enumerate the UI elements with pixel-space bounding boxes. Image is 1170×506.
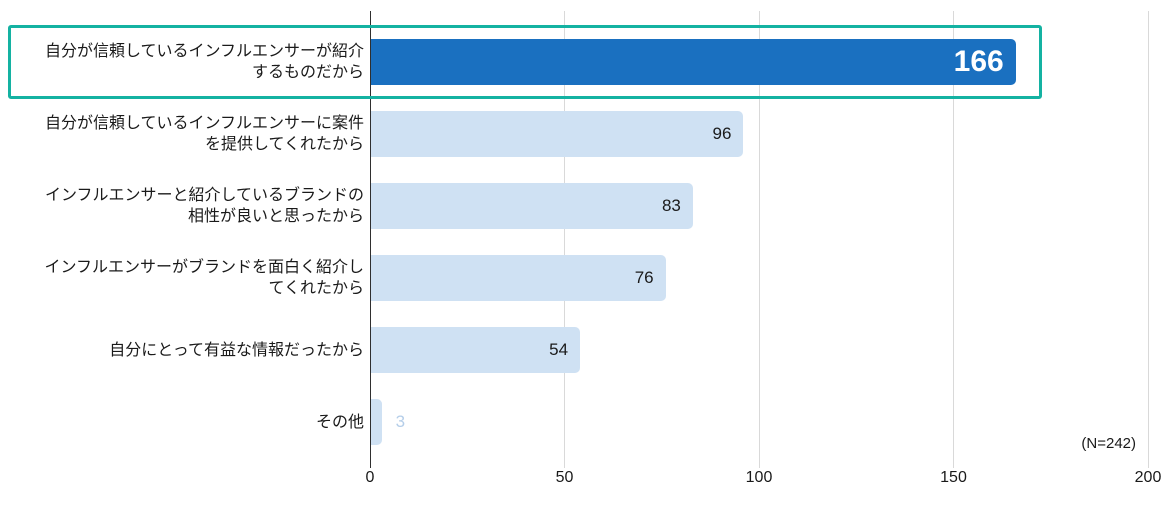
bar-track: 83 (370, 183, 1148, 229)
chart-row: インフルエンサーがブランドを面白く紹介し てくれたから 76 (0, 242, 1148, 314)
value-label: 3 (395, 412, 406, 431)
bar: 166 (370, 39, 1016, 85)
bar-track: 3 (370, 399, 1148, 445)
bar-track: 166 (370, 39, 1148, 85)
x-tick-label: 50 (555, 469, 574, 486)
bars-layer: 自分が信頼しているインフルエンサーが紹介 するものだから 166 自分が信頼している… (0, 26, 1148, 458)
gridline (953, 11, 954, 468)
sample-size-note: (N=242) (1081, 435, 1136, 452)
chart-row: その他 3 (0, 386, 1148, 458)
x-tick-label: 200 (1134, 469, 1162, 486)
value-label: 166 (953, 45, 1004, 78)
category-label: 自分が信頼しているインフルエンサーが紹介 するものだから (44, 43, 364, 81)
bar: 96 (370, 111, 744, 157)
bar: 76 (370, 255, 666, 301)
chart-row: インフルエンサーと紹介しているブランドの 相性が良いと思ったから 83 (0, 170, 1148, 242)
category-label: インフルエンサーがブランドを面白く紹介し てくれたから (44, 259, 364, 297)
bar: 83 (370, 183, 693, 229)
chart-row: 自分が信頼しているインフルエンサーに案件 を提供してくれたから 96 (0, 98, 1148, 170)
gridline (1147, 11, 1149, 468)
value-label: 83 (661, 196, 681, 215)
chart-row: 自分が信頼しているインフルエンサーが紹介 するものだから 166 (0, 26, 1148, 98)
bar-track: 54 (370, 327, 1148, 373)
gridline (758, 11, 760, 468)
gridline (564, 11, 565, 468)
category-label: その他 (315, 413, 364, 431)
value-label: 96 (712, 124, 732, 143)
x-tick-label: 100 (745, 469, 773, 486)
category-label: 自分が信頼しているインフルエンサーに案件 を提供してくれたから (44, 115, 364, 153)
category-label: 自分にとって有益な情報だったから (109, 341, 364, 359)
value-label: 76 (634, 268, 654, 287)
x-tick-label: 0 (365, 469, 375, 486)
y-axis-line (369, 11, 371, 468)
chart-row: 自分にとって有益な情報だったから 54 (0, 314, 1148, 386)
value-label: 54 (549, 340, 569, 359)
bar (370, 399, 382, 445)
bar-track: 96 (370, 111, 1148, 157)
category-label: インフルエンサーと紹介しているブランドの 相性が良いと思ったから (44, 187, 364, 225)
x-tick-label: 150 (940, 469, 967, 486)
bar-track: 76 (370, 255, 1148, 301)
bar: 54 (370, 327, 581, 373)
